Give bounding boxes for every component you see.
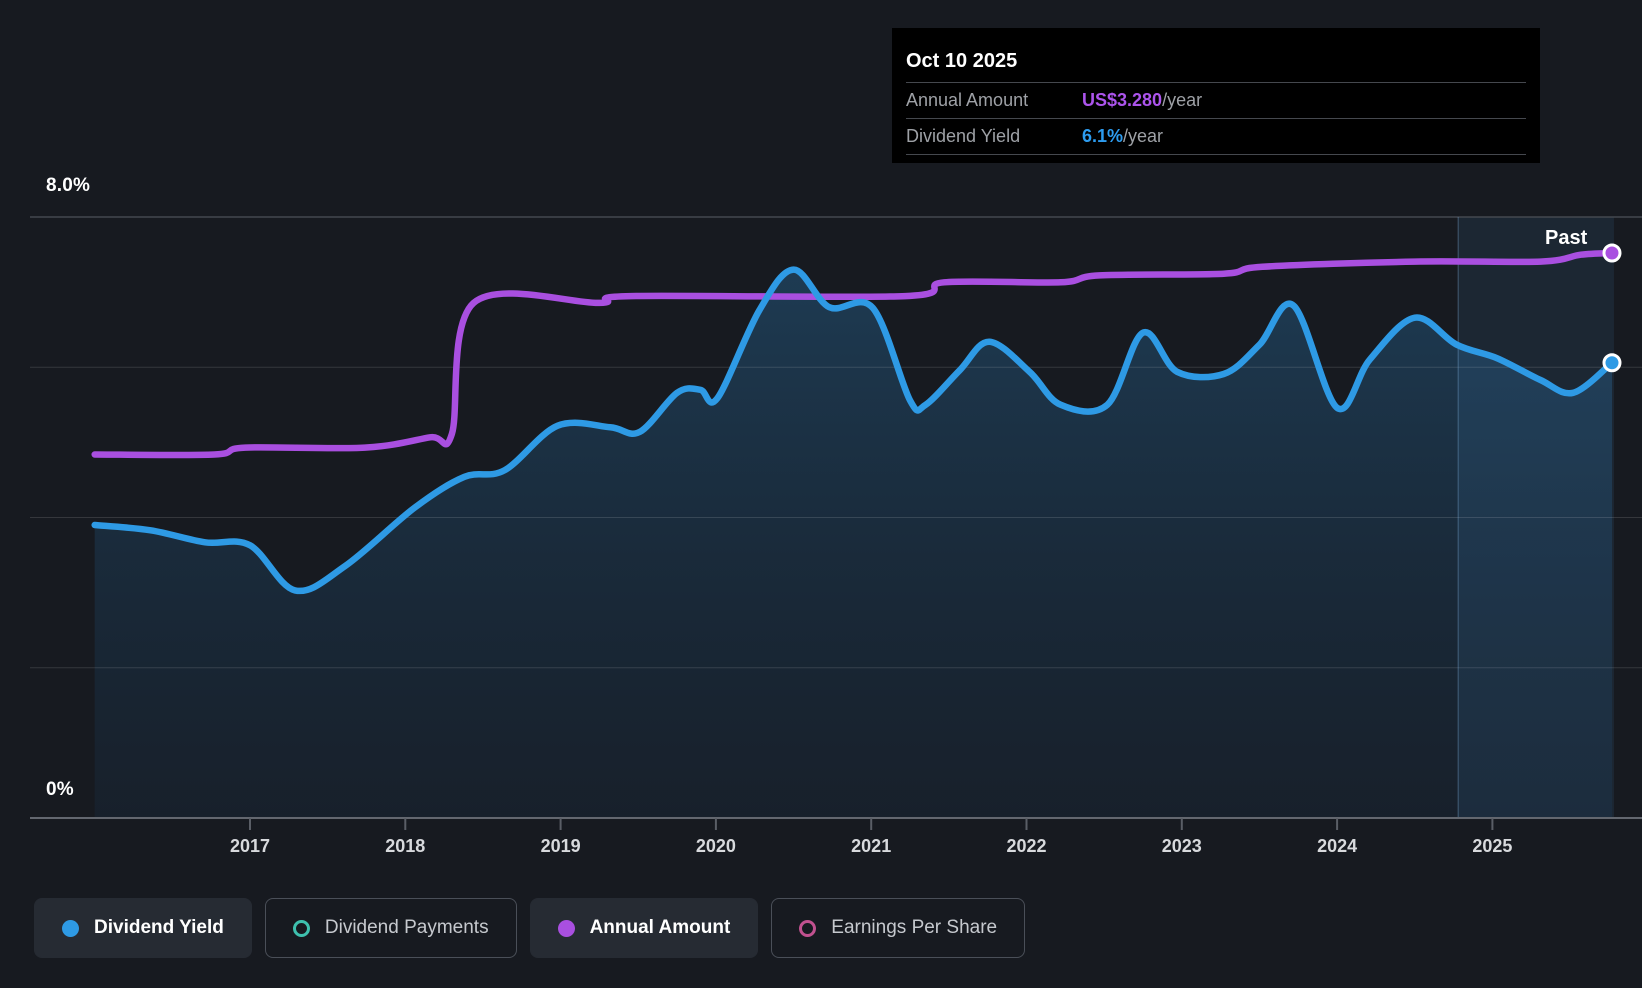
x-axis-label: 2025	[1472, 836, 1513, 856]
past-region-overlay	[1458, 217, 1614, 818]
x-axis-label: 2022	[1006, 836, 1047, 856]
x-axis-label: 2019	[540, 836, 581, 856]
legend-button-dividend-yield[interactable]: Dividend Yield	[34, 898, 252, 958]
x-axis-label: 2021	[851, 836, 892, 856]
dividend-payments-ring-icon	[292, 919, 310, 937]
tooltip-suffix: /year	[1123, 126, 1164, 146]
x-axis-label: 2020	[695, 836, 736, 856]
tooltip-row-dividend-yield: Dividend Yield 6.1% /year	[906, 118, 1526, 155]
annual-amount-end-marker	[1602, 243, 1622, 263]
earnings-per-share-ring-icon	[799, 919, 817, 937]
legend-button-annual-amount[interactable]: Annual Amount	[529, 898, 759, 958]
legend-label: Annual Amount	[589, 917, 731, 938]
tooltip-row-annual-amount: Annual Amount US$3.280 /year	[906, 82, 1526, 118]
y-axis-label-zero: 0%	[46, 779, 74, 800]
tooltip-date: Oct 10 2025	[906, 49, 1018, 72]
dividend-yield-end-marker	[1602, 353, 1622, 373]
tooltip-label: Dividend Yield	[906, 126, 1021, 146]
legend-label: Dividend Payments	[324, 917, 489, 938]
past-region-label: Past	[1545, 227, 1588, 249]
gridlines	[30, 216, 1642, 669]
dividend-yield-dot-icon	[62, 919, 79, 937]
legend: Dividend Yield Dividend Payments Annual …	[34, 898, 1026, 958]
chart-tooltip: Oct 10 2025 Annual Amount US$3.280 /year…	[892, 28, 1540, 163]
legend-label: Earnings Per Share	[831, 917, 998, 938]
tooltip-label: Annual Amount	[906, 90, 1029, 110]
x-axis-ticks	[249, 818, 1494, 830]
legend-label: Dividend Yield	[94, 917, 224, 938]
x-axis-label: 2024	[1317, 836, 1358, 856]
annual-amount-line	[91, 249, 1616, 459]
x-axis-label: 2018	[385, 836, 426, 856]
y-axis-label-top: 8.0%	[46, 175, 91, 196]
tooltip-value: 6.1%	[1082, 126, 1124, 146]
tooltip-value: US$3.280	[1082, 90, 1163, 110]
x-axis-label: 2017	[229, 836, 271, 856]
legend-button-earnings-per-share[interactable]: Earnings Per Share	[771, 898, 1026, 958]
dividend-yield-area	[94, 269, 1613, 819]
x-axis-label: 2023	[1161, 836, 1202, 856]
legend-button-dividend-payments[interactable]: Dividend Payments	[264, 898, 517, 958]
dividend-yield-line	[91, 266, 1616, 595]
annual-amount-dot-icon	[557, 919, 575, 937]
tooltip-suffix: /year	[1162, 90, 1203, 110]
